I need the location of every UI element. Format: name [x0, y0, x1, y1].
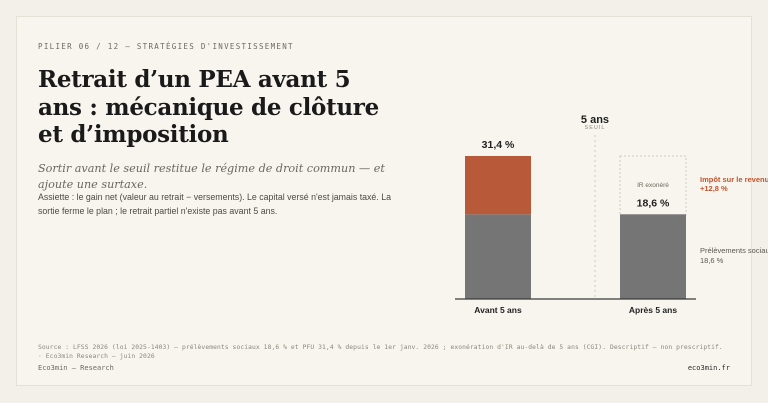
bar-social-0	[465, 214, 531, 299]
total-label-1: 18,6 %	[637, 197, 670, 209]
subtitle: Sortir avant le seuil restitue le régime…	[38, 162, 385, 192]
footer-site: eco3min.fr	[687, 364, 730, 372]
category-label-1: Après 5 ans	[629, 305, 677, 315]
body-text: Assiette : le gain net (valeur au retrai…	[38, 192, 391, 216]
footer-brand: Eco3min — Research	[38, 364, 114, 372]
legend-ir-value: +12,8 %	[700, 184, 728, 193]
category-label-0: Avant 5 ans	[474, 305, 522, 315]
exempt-label: IR exonéré	[637, 182, 669, 189]
page-title: Retrait d’un PEA avant 5 ans : mécanique…	[38, 66, 379, 149]
legend-social-name: Prélèvements sociaux	[700, 246, 768, 255]
legend-social-value: 18,6 %	[700, 256, 724, 265]
threshold-label: 5 ans	[581, 114, 609, 126]
total-label-0: 31,4 %	[482, 139, 515, 151]
threshold-sublabel: SEUIL	[585, 125, 606, 131]
bar-ir-0	[465, 156, 531, 215]
source-note: Source : LFSS 2026 (loi 2025-1403) — pré…	[38, 344, 723, 361]
stacked-bar-chart: 5 ans SEUIL IR exonéré 31,4 % Avant 5 ans…	[455, 114, 768, 315]
bar-social-1	[620, 214, 686, 299]
kicker: PILIER 06 / 12 — STRATÉGIES D'INVESTISSE…	[38, 42, 294, 51]
legend-ir-name: Impôt sur le revenu	[700, 175, 768, 184]
card	[16, 16, 752, 386]
bars: 31,4 % Avant 5 ans 18,6 % Après 5 ans	[465, 139, 686, 315]
